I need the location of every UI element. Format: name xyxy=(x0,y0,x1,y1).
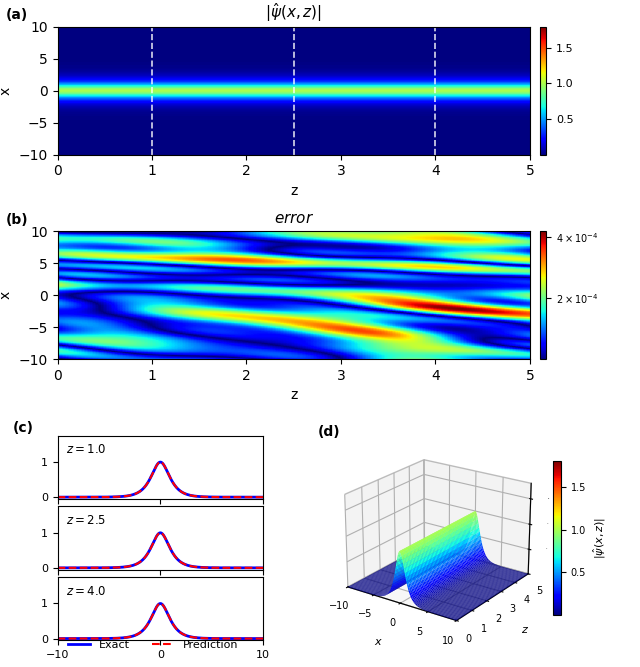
Y-axis label: $z$: $z$ xyxy=(520,625,529,635)
X-axis label: z: z xyxy=(290,184,298,198)
Text: (a): (a) xyxy=(6,8,28,22)
Text: (c): (c) xyxy=(12,421,33,435)
X-axis label: z: z xyxy=(290,388,298,402)
Text: (d): (d) xyxy=(318,425,340,439)
Text: $z = 2.5$: $z = 2.5$ xyxy=(66,514,106,527)
Title: $|\hat{\psi}(x, z)|$: $|\hat{\psi}(x, z)|$ xyxy=(265,1,323,25)
Title: $error$: $error$ xyxy=(273,211,314,226)
Text: (b): (b) xyxy=(6,213,28,227)
X-axis label: $x$: $x$ xyxy=(374,637,383,647)
Legend: Exact, Prediction: Exact, Prediction xyxy=(63,636,243,655)
Y-axis label: x: x xyxy=(0,87,13,95)
Y-axis label: $|\hat{\psi}(x,z)|$: $|\hat{\psi}(x,z)|$ xyxy=(591,517,608,559)
Text: $z = 1.0$: $z = 1.0$ xyxy=(66,444,106,456)
X-axis label: $x$: $x$ xyxy=(155,666,166,667)
Y-axis label: x: x xyxy=(0,291,13,299)
Text: $z = 4.0$: $z = 4.0$ xyxy=(66,585,106,598)
